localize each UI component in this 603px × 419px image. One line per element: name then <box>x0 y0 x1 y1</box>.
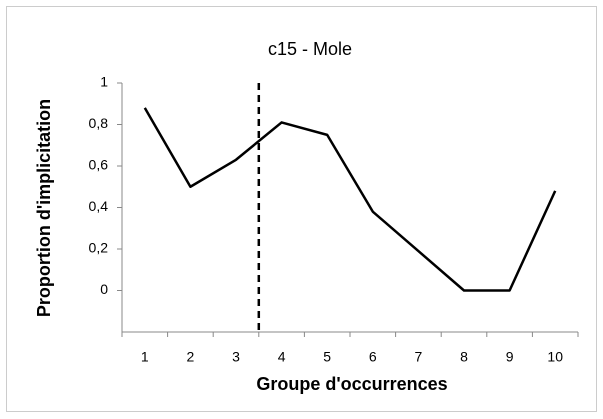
x-tick-label: 2 <box>187 349 195 365</box>
y-tick-label: 0 <box>100 281 108 297</box>
y-tick-label: 0,4 <box>89 198 109 214</box>
chart-title: c15 - Mole <box>268 39 352 59</box>
x-tick-label: 9 <box>506 349 514 365</box>
y-tick-label: 0,2 <box>89 240 109 256</box>
x-axis-label: Groupe d'occurrences <box>256 374 447 394</box>
y-tick-label: 0,8 <box>89 115 109 131</box>
y-tick-label: 0,6 <box>89 157 109 173</box>
x-tick-label: 4 <box>278 349 286 365</box>
x-tick-label: 3 <box>232 349 240 365</box>
x-tick-label: 10 <box>547 349 563 365</box>
x-tick-label: 7 <box>415 349 423 365</box>
x-tick-label: 8 <box>460 349 468 365</box>
x-tick-label: 1 <box>141 349 149 365</box>
data-line <box>143 107 557 292</box>
y-tick-label: 1 <box>100 74 108 90</box>
x-tick-label: 5 <box>323 349 331 365</box>
chart-frame <box>6 6 597 412</box>
x-tick-label: 6 <box>369 349 377 365</box>
y-axis-label: Proportion d'implicitation <box>34 99 54 317</box>
